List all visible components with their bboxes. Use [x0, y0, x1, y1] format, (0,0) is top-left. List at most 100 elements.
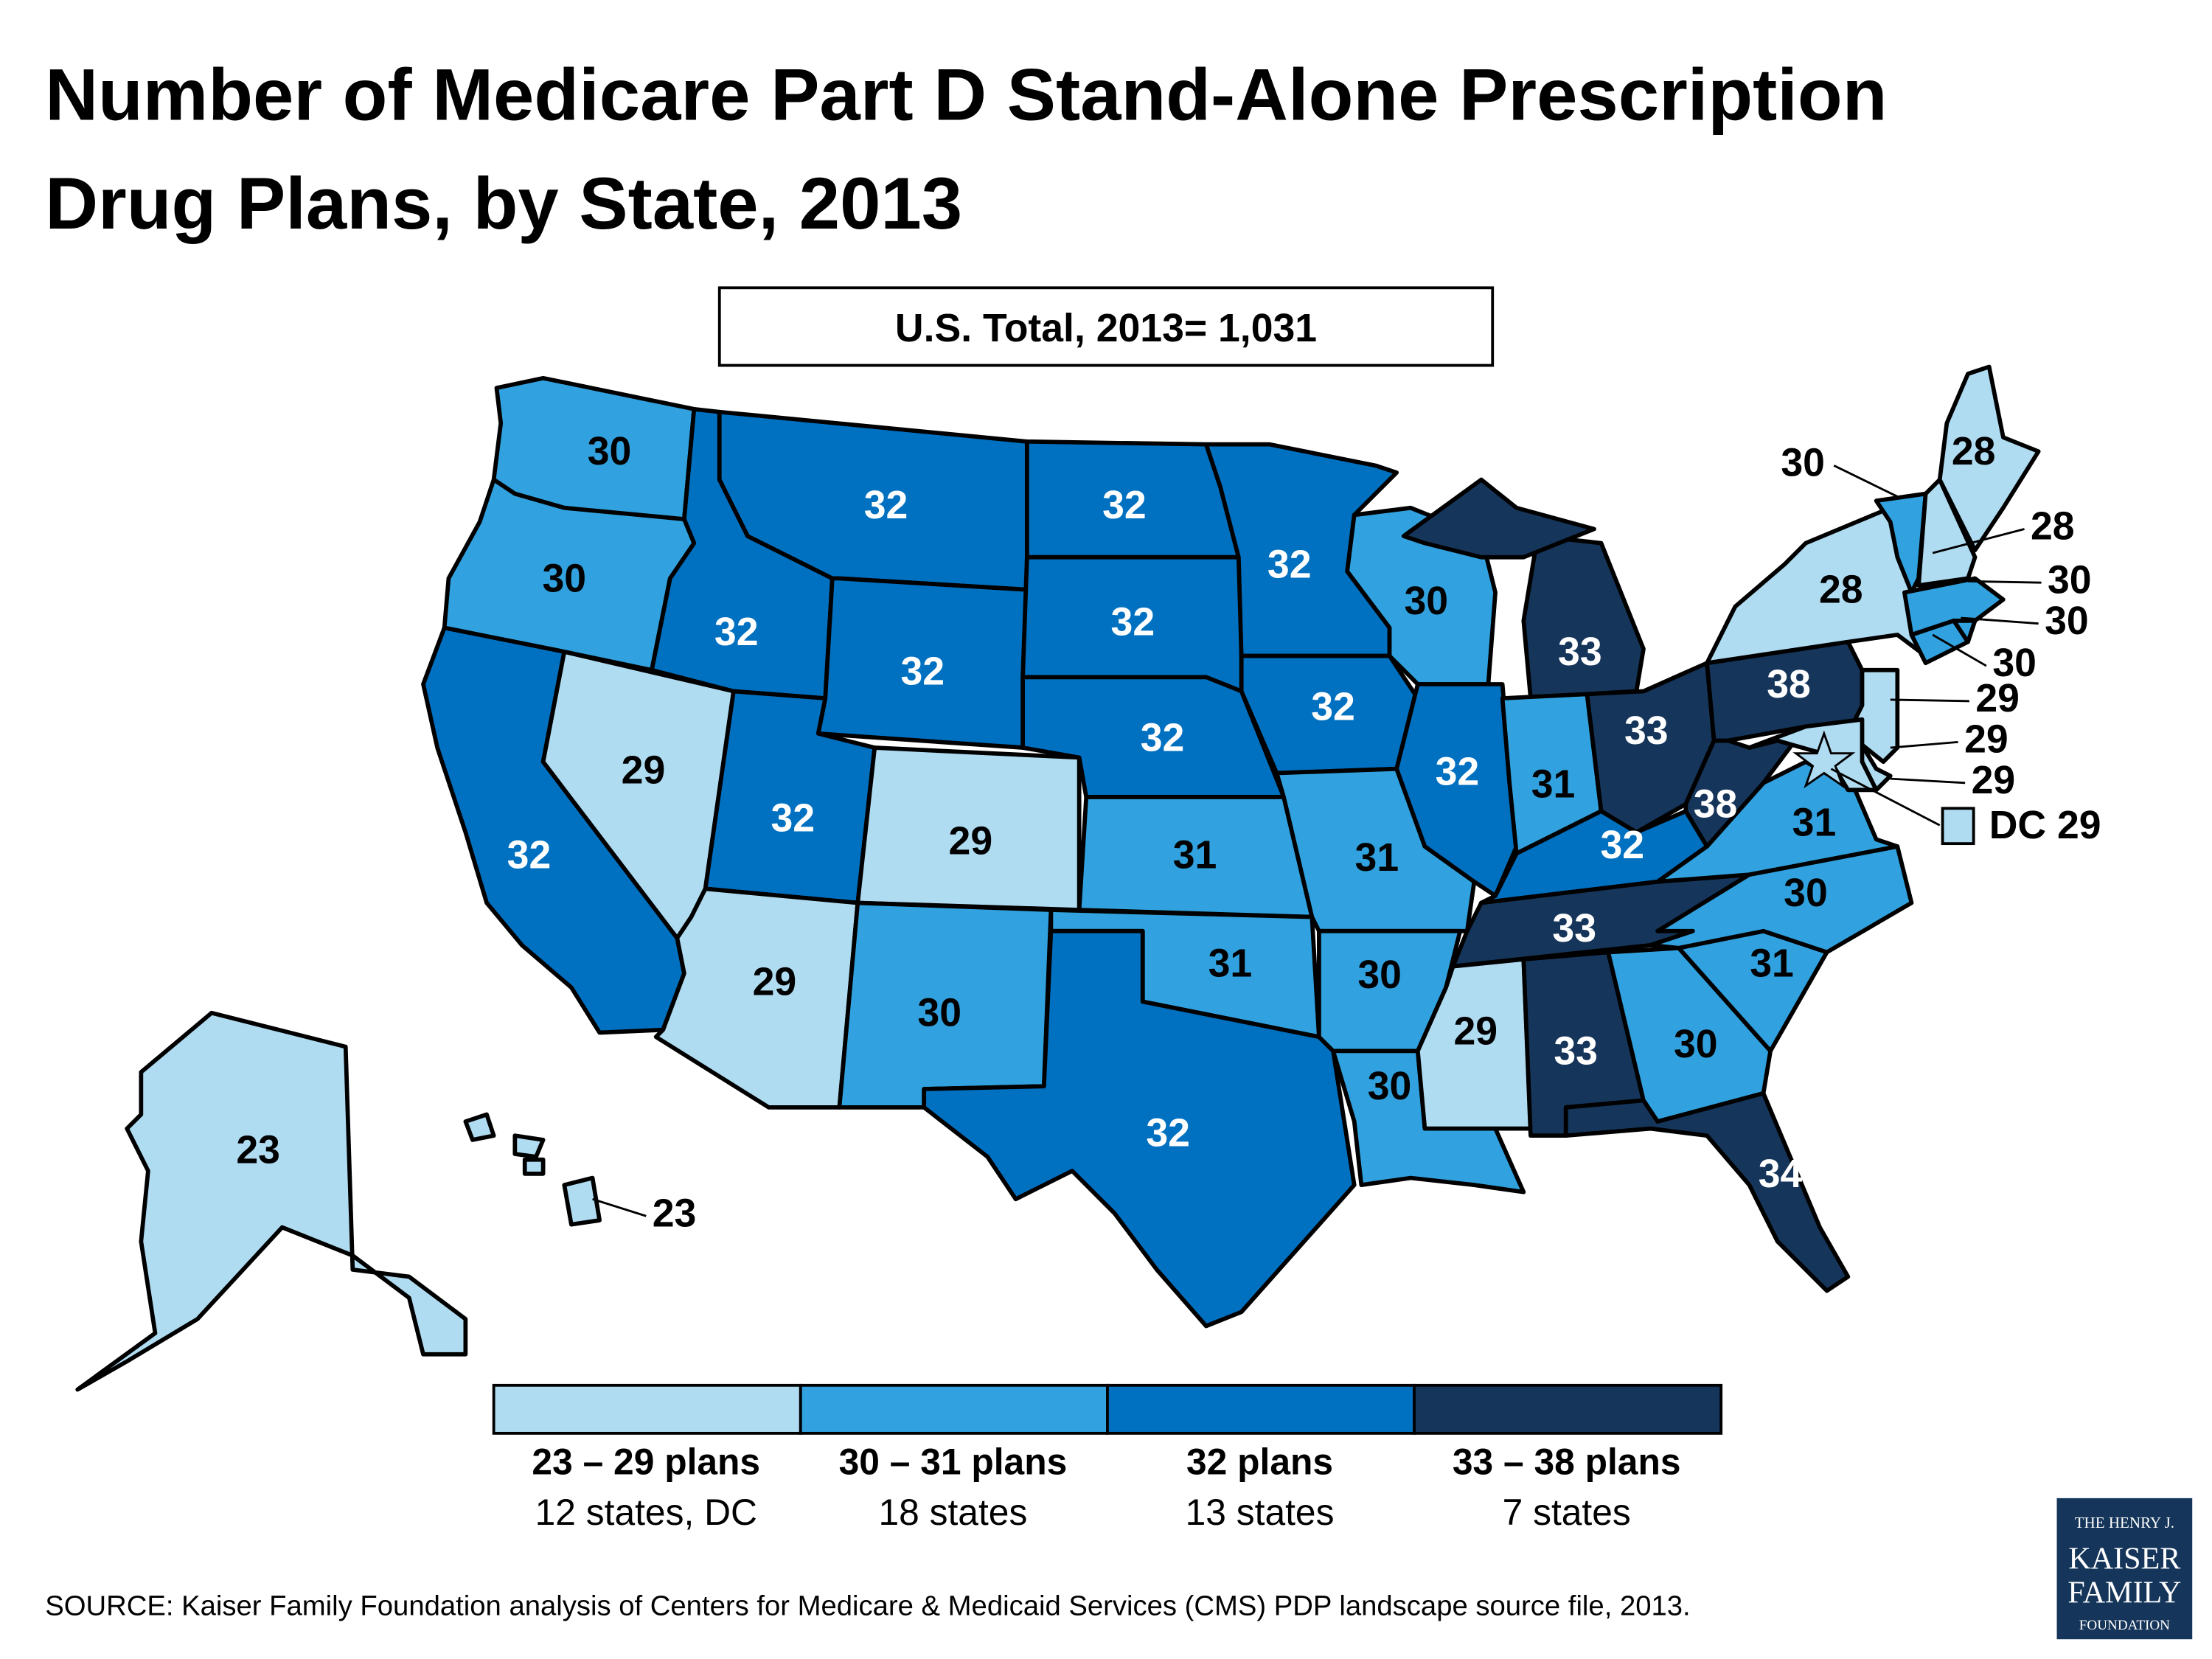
logo-line1: THE HENRY J.	[2075, 1514, 2174, 1531]
state-value-mo: 31	[1355, 836, 1399, 880]
legend-count: 13 states	[1186, 1492, 1335, 1533]
state-hi	[562, 1175, 602, 1227]
callout-line	[1830, 768, 1941, 827]
callout-line	[592, 1197, 647, 1217]
total-box	[717, 286, 1495, 367]
state-value-md: 29	[1972, 759, 2016, 802]
state-value-pa: 38	[1767, 663, 1811, 706]
state-nh	[1916, 477, 1978, 588]
legend-range: 33 – 38 plans	[1453, 1441, 1681, 1482]
callout-line	[1932, 528, 2025, 554]
state-value-tn: 33	[1552, 907, 1596, 950]
state-hi	[512, 1133, 546, 1159]
state-fl	[1563, 1091, 1851, 1293]
legend-swatch	[799, 1383, 1109, 1435]
state-value-nj: 29	[1975, 677, 2020, 720]
callout-line	[1890, 698, 1969, 703]
state-value-de: 29	[1964, 718, 2008, 762]
state-value-wy: 32	[900, 650, 945, 694]
state-value-oh: 33	[1624, 709, 1669, 753]
title-line-2: Drug Plans, by State, 2013	[45, 163, 962, 245]
state-value-nh: 28	[2031, 505, 2075, 549]
state-value-sc: 31	[1750, 942, 1794, 986]
state-value-me: 28	[1952, 430, 1996, 473]
dc-star-icon	[1792, 730, 1856, 789]
state-value-in: 31	[1531, 763, 1576, 807]
state-value-ut: 32	[771, 797, 815, 841]
state-value-la: 30	[1368, 1065, 1412, 1108]
legend-swatch	[492, 1383, 802, 1435]
legend-range: 32 plans	[1186, 1441, 1333, 1482]
state-value-id: 32	[714, 611, 759, 654]
kff-logo: THE HENRY J. KAISER FAMILY FOUNDATION	[2056, 1498, 2193, 1640]
state-mi	[1521, 534, 1646, 700]
state-value-ga: 30	[1674, 1023, 1718, 1066]
state-value-or: 30	[543, 557, 587, 600]
state-hi	[463, 1112, 496, 1142]
callout-line	[1890, 777, 1966, 785]
legend: 23 – 29 plans 12 states, DC 30 – 31 plans 1…	[492, 1383, 1723, 1533]
title-line-1: Number of Medicare Part D Stand-Alone Pr…	[45, 55, 1887, 136]
callout-line	[1967, 580, 2042, 584]
legend-count: 12 states, DC	[535, 1492, 757, 1533]
state-value-mn: 32	[1267, 543, 1312, 586]
state-value-ms: 29	[1453, 1010, 1498, 1054]
state-value-az: 29	[753, 961, 797, 1004]
callout-line	[1890, 740, 1958, 749]
labels-layer: 3030322932323232292930323232313132323231…	[236, 430, 2101, 1235]
legend-swatch	[1106, 1383, 1416, 1435]
logo-line4: FOUNDATION	[2079, 1618, 2170, 1633]
state-value-wa: 30	[588, 430, 632, 473]
legend-range: 30 – 31 plans	[839, 1441, 1068, 1482]
state-value-nm: 30	[917, 992, 961, 1035]
source-note: SOURCE: Kaiser Family Foundation analysi…	[45, 1590, 1690, 1622]
state-value-ky: 32	[1600, 824, 1644, 867]
dc-swatch	[1941, 807, 1975, 846]
state-value-fl: 34	[1759, 1152, 1803, 1196]
state-me	[1937, 364, 2041, 553]
legend-count: 18 states	[878, 1492, 1027, 1533]
states-layer	[75, 364, 2041, 1392]
logo-line2: KAISER	[2068, 1542, 2180, 1576]
state-value-wv: 38	[1694, 783, 1738, 827]
state-value-al: 33	[1554, 1029, 1598, 1073]
state-value-vt: 30	[1781, 442, 1825, 485]
legend-swatch	[1413, 1383, 1723, 1435]
state-ri	[1952, 618, 1978, 644]
state-mi	[1401, 477, 1596, 560]
state-value-ny: 28	[1819, 568, 1863, 612]
total-text: U.S. Total, 2013= 1,031	[895, 307, 1317, 350]
callout-line	[1961, 616, 2039, 625]
callout-line	[1932, 633, 1987, 667]
state-hi	[522, 1157, 546, 1176]
state-value-ma: 30	[2048, 558, 2092, 602]
state-value-nv: 29	[622, 749, 666, 793]
state-value-wi: 30	[1405, 580, 1449, 623]
state-value-ne: 32	[1141, 717, 1185, 760]
state-value-ak: 23	[236, 1128, 280, 1172]
state-value-hi: 23	[653, 1192, 697, 1235]
state-md	[1747, 717, 1879, 793]
state-value-ok: 31	[1208, 942, 1253, 986]
callout-line	[1833, 465, 1898, 498]
legend-range: 23 – 29 plans	[532, 1441, 760, 1482]
state-value-va: 31	[1792, 801, 1837, 844]
state-value-mi: 33	[1558, 630, 1602, 674]
state-value-ar: 30	[1357, 953, 1402, 997]
state-tx	[922, 928, 1357, 1329]
state-value-tx: 32	[1146, 1111, 1190, 1155]
state-value-sd: 32	[1111, 601, 1155, 644]
state-value-ri: 30	[1992, 641, 2037, 685]
state-value-mt: 32	[864, 484, 908, 527]
state-value-co: 29	[949, 819, 993, 863]
legend-count: 7 states	[1503, 1492, 1631, 1533]
dc-label: DC 29	[1989, 804, 2101, 847]
state-value-nc: 30	[1784, 872, 1828, 915]
state-value-ct: 30	[2045, 599, 2089, 643]
state-value-ks: 31	[1173, 833, 1217, 877]
state-value-nd: 32	[1102, 484, 1147, 527]
state-ak	[75, 1010, 468, 1392]
logo-line3: FAMILY	[2067, 1575, 2181, 1610]
state-value-ia: 32	[1311, 686, 1355, 729]
